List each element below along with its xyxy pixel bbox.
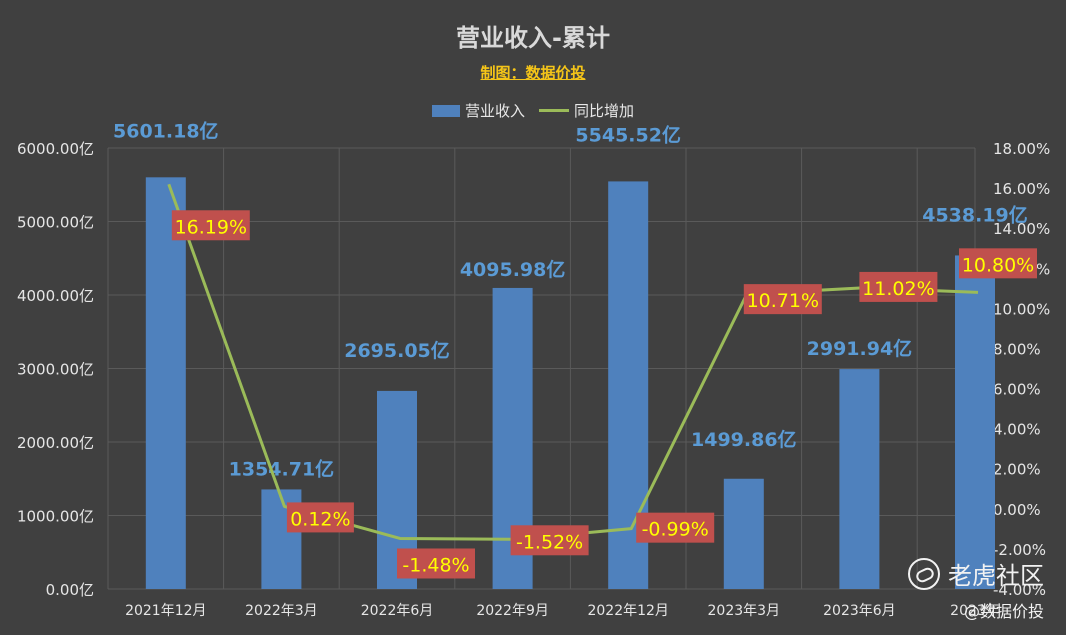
x-tick-label: 2022年12月 [587,603,668,619]
pct-label-box [171,210,250,241]
bar-revenue [723,478,764,589]
y-left-tick-label: 2000.00亿 [17,434,94,452]
y-left-tick-label: 0.00亿 [46,581,94,599]
pct-label-box [959,248,1037,279]
pct-label-box [743,284,822,315]
pct-label-box [286,502,354,533]
watermark-credit: @数据价投 [963,602,1044,621]
bar-data-label: 5601.18亿 [113,119,219,142]
y-right-tick-label: 4.00% [993,421,1041,439]
y-right-tick-label: 14.00% [993,220,1050,238]
legend-item-revenue: 营业收入 [431,100,525,121]
chart-subtitle: 制图：数据价投 [480,64,586,82]
y-right-tick-label: 16.00% [993,180,1050,198]
y-right-tick-label: -4.00% [993,581,1046,599]
pct-data-label: -0.99% [642,519,709,541]
legend-swatch-bar [431,104,460,117]
bar-revenue [145,177,186,589]
x-tick-label: 2021年12月 [125,603,206,619]
bar-data-label: 4095.98亿 [460,258,566,281]
bar-data-label: 1354.71亿 [229,457,335,480]
legend-label-revenue: 营业收入 [464,102,525,120]
pct-label-box [636,512,715,543]
pct-label-box [859,271,938,302]
x-tick-label: 2023年 [950,603,1000,619]
pct-label-box [397,548,475,579]
pct-data-label: -1.52% [516,531,583,553]
x-tick-label: 2022年6月 [361,603,434,619]
legend: 营业收入 同比增加 [0,100,1066,121]
y-left-tick-label: 1000.00亿 [17,508,94,526]
y-left-tick-label: 6000.00亿 [17,140,94,158]
y-left-tick-label: 3000.00亿 [17,361,94,379]
legend-label-yoy: 同比增加 [574,102,635,120]
tiger-logo-icon [908,557,940,590]
y-right-tick-label: 8.00% [993,340,1041,358]
y-right-tick-label: 18.00% [993,140,1050,158]
bar-revenue [839,369,880,589]
watermark-text: 老虎社区 [948,562,1044,590]
y-left-tick-label: 4000.00亿 [17,287,94,305]
x-tick-label: 2023年6月 [823,603,896,619]
x-tick-label: 2022年9月 [476,603,549,619]
bar-data-label: 1499.86亿 [691,428,797,451]
pct-data-label: 0.12% [290,508,350,530]
pct-data-label: 16.19% [175,216,247,238]
bar-data-label: 2991.94亿 [807,337,913,360]
pct-data-label: 11.02% [862,278,934,300]
pct-data-label: -1.48% [402,554,469,576]
y-right-tick-label: 0.00% [993,501,1041,519]
x-tick-label: 2022年3月 [245,603,318,619]
watermark: 老虎社区 [908,556,1044,591]
legend-swatch-line [539,109,569,112]
chart-title: 营业收入-累计 [456,24,610,52]
bar-data-label: 4538.19亿 [922,203,1028,226]
pct-label-box [510,525,589,556]
y-right-tick-label: -2.00% [993,541,1046,559]
legend-item-yoy: 同比增加 [539,100,634,121]
y-right-tick-label: 10.00% [993,300,1050,318]
pct-data-label: 10.71% [747,290,819,312]
bar-revenue [955,255,995,589]
y-right-tick-label: 6.00% [993,381,1041,399]
pct-data-label: 10.80% [962,254,1034,276]
x-tick-label: 2023年3月 [708,603,781,619]
y-right-tick-label: 2.00% [993,461,1041,479]
y-left-tick-label: 5000.00亿 [17,214,94,232]
bar-data-label: 5545.52亿 [575,123,681,146]
bar-data-label: 2695.05亿 [344,339,450,362]
